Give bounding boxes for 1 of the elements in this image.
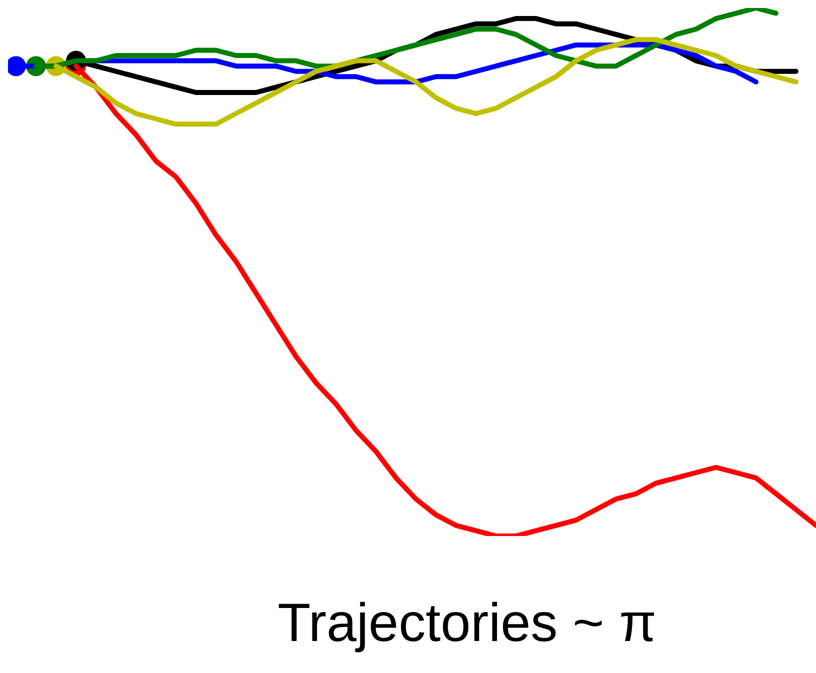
text: Trajectories ~ π [276, 592, 658, 654]
